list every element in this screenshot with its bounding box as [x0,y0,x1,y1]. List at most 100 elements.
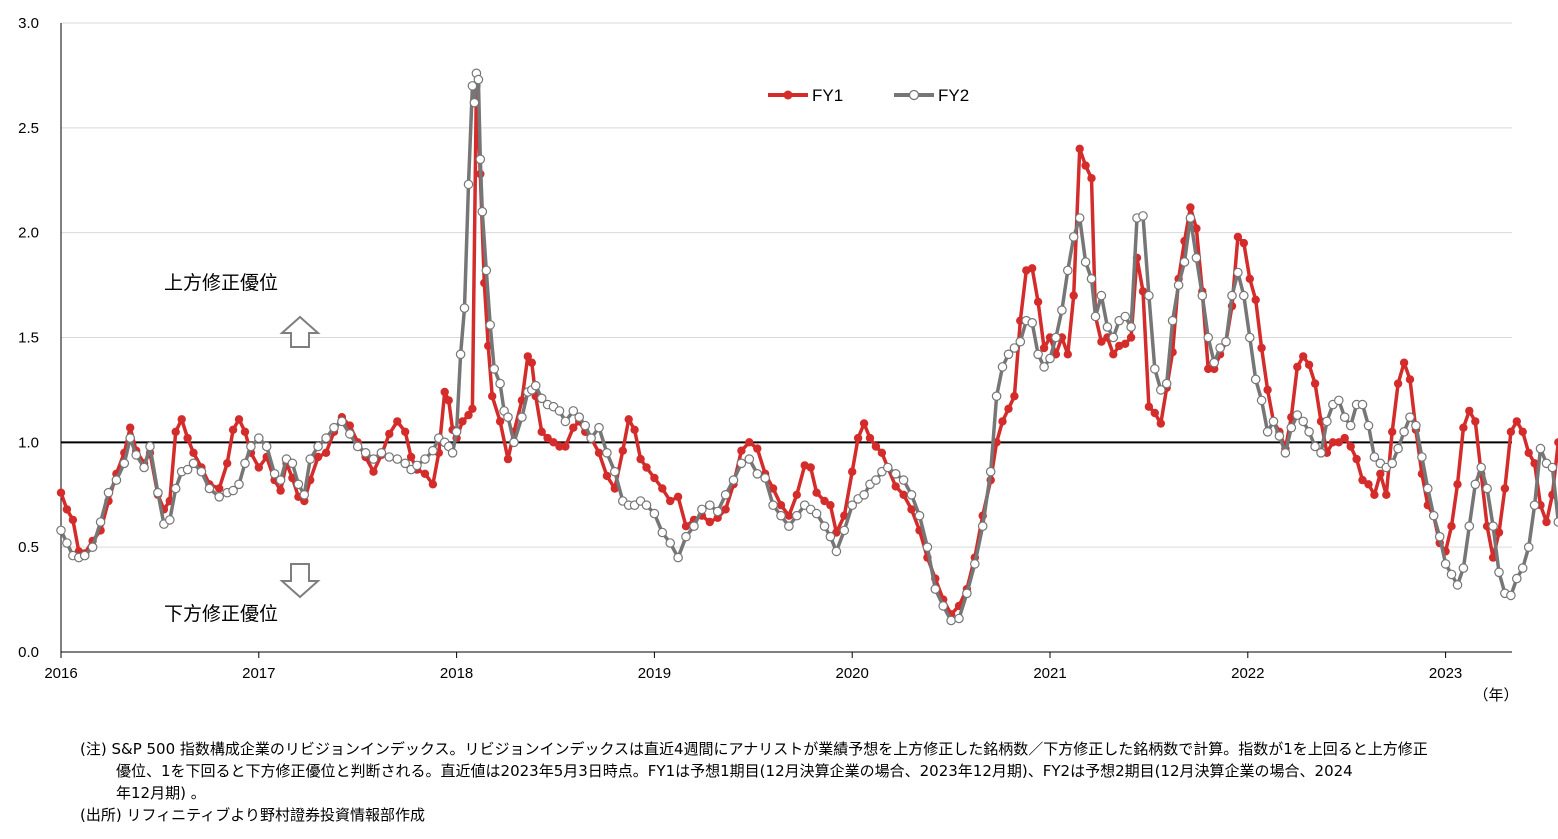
point-fy1 [321,448,331,457]
point-fy1 [183,433,192,443]
point-fy2 [1262,426,1273,437]
point-fy2 [1102,322,1113,332]
point-fy2 [1393,443,1403,454]
point-fy2 [602,447,612,458]
point-fy2 [111,475,122,485]
point-fy2 [495,378,505,389]
point-fy1 [907,505,916,514]
point-fy1 [1542,517,1551,527]
point-fy2 [536,393,547,404]
point-fy2 [1191,252,1202,263]
point-fy1 [737,446,746,455]
point-fy2 [560,416,571,427]
x-tick-label: 2017 [242,665,275,682]
x-tick-label: 2020 [836,665,869,682]
point-fy1 [784,511,794,520]
point-fy2 [890,468,901,479]
point-fy2 [153,487,163,498]
point-fy2 [299,489,310,500]
point-fy2 [969,559,980,569]
point-fy1 [1554,438,1558,447]
point-fy2 [1517,563,1528,573]
point-fy2 [1476,462,1486,473]
point-fy2 [1357,399,1368,410]
point-fy1 [826,501,835,510]
point-fy2 [188,458,199,469]
point-fy2 [253,433,264,443]
point-fy1 [1004,404,1013,413]
legend-fy1-marker [783,90,793,100]
point-fy2 [269,468,280,479]
point-fy2 [469,97,480,108]
point-fy1 [721,505,730,514]
point-fy2 [1268,416,1279,427]
point-fy1 [1506,427,1516,436]
series-fy2 [56,68,1558,626]
point-fy2 [1039,362,1049,372]
point-fy2 [1045,353,1055,364]
point-fy1 [1358,475,1367,485]
point-fy1 [240,427,250,436]
point-fy1 [753,444,762,453]
point-fy1 [812,488,821,497]
point-fy1 [406,452,416,462]
point-fy2 [574,412,584,422]
point-fy2 [1009,343,1020,353]
point-fy2 [914,510,925,521]
point-fy1 [891,482,900,491]
point-fy2 [392,454,403,464]
point-fy2 [473,74,484,85]
point-fy1 [68,515,78,525]
point-fy1 [1334,438,1344,447]
point-fy1 [62,505,72,514]
point-fy2 [1310,441,1320,452]
point-fy2 [214,491,224,502]
y-tick-label: 1.0 [18,434,39,451]
point-fy2 [1452,580,1463,590]
point-fy2 [1227,290,1237,301]
point-fy2 [384,452,395,462]
chart-notes: (注) S&P 500 指数構成企業のリビジョンインデックス。リビジョンインデッ… [80,738,1540,826]
y-tick-label: 1.5 [18,330,39,347]
point-fy1 [523,352,532,361]
point-fy2 [568,406,579,416]
y-tick-label: 3.0 [18,15,39,32]
point-fy2 [1387,458,1397,469]
point-fy2 [1173,280,1184,290]
point-fy2 [985,466,996,477]
annotation-down-text: 下方修正優位 [164,603,278,625]
point-fy1 [859,419,869,428]
legend-fy1[interactable]: FY1 [768,86,843,105]
point-fy1 [1399,358,1409,367]
point-fy1 [610,484,619,493]
point-fy2 [1417,452,1427,462]
legend-fy2[interactable]: FY2 [894,86,969,105]
point-fy2 [1233,267,1243,278]
point-fy2 [554,406,565,416]
point-fy2 [131,450,141,460]
point-fy1 [1156,419,1166,428]
point-fy2 [1144,290,1154,301]
point-fy2 [1203,332,1213,343]
point-fy1 [56,488,66,497]
point-fy1 [1239,238,1249,248]
point-fy2 [1051,332,1061,343]
point-fy1 [1494,528,1504,537]
y-tick-label: 2.5 [18,120,39,137]
point-fy2 [784,521,794,531]
point-fy2 [1033,349,1043,360]
point-fy1 [1364,480,1373,489]
point-fy2 [293,479,304,490]
x-axis-unit: （年） [1473,687,1518,704]
point-fy2 [1126,322,1136,332]
point-fy1 [555,442,564,451]
point-fy2 [922,542,933,552]
point-fy1 [1530,459,1539,468]
point-fy2 [517,412,527,422]
point-fy2 [831,546,842,557]
point-fy1 [1518,427,1527,436]
point-fy2 [1096,290,1107,301]
point-fy2 [839,525,850,536]
point-fy1 [658,484,667,493]
point-fy1 [1388,427,1397,436]
